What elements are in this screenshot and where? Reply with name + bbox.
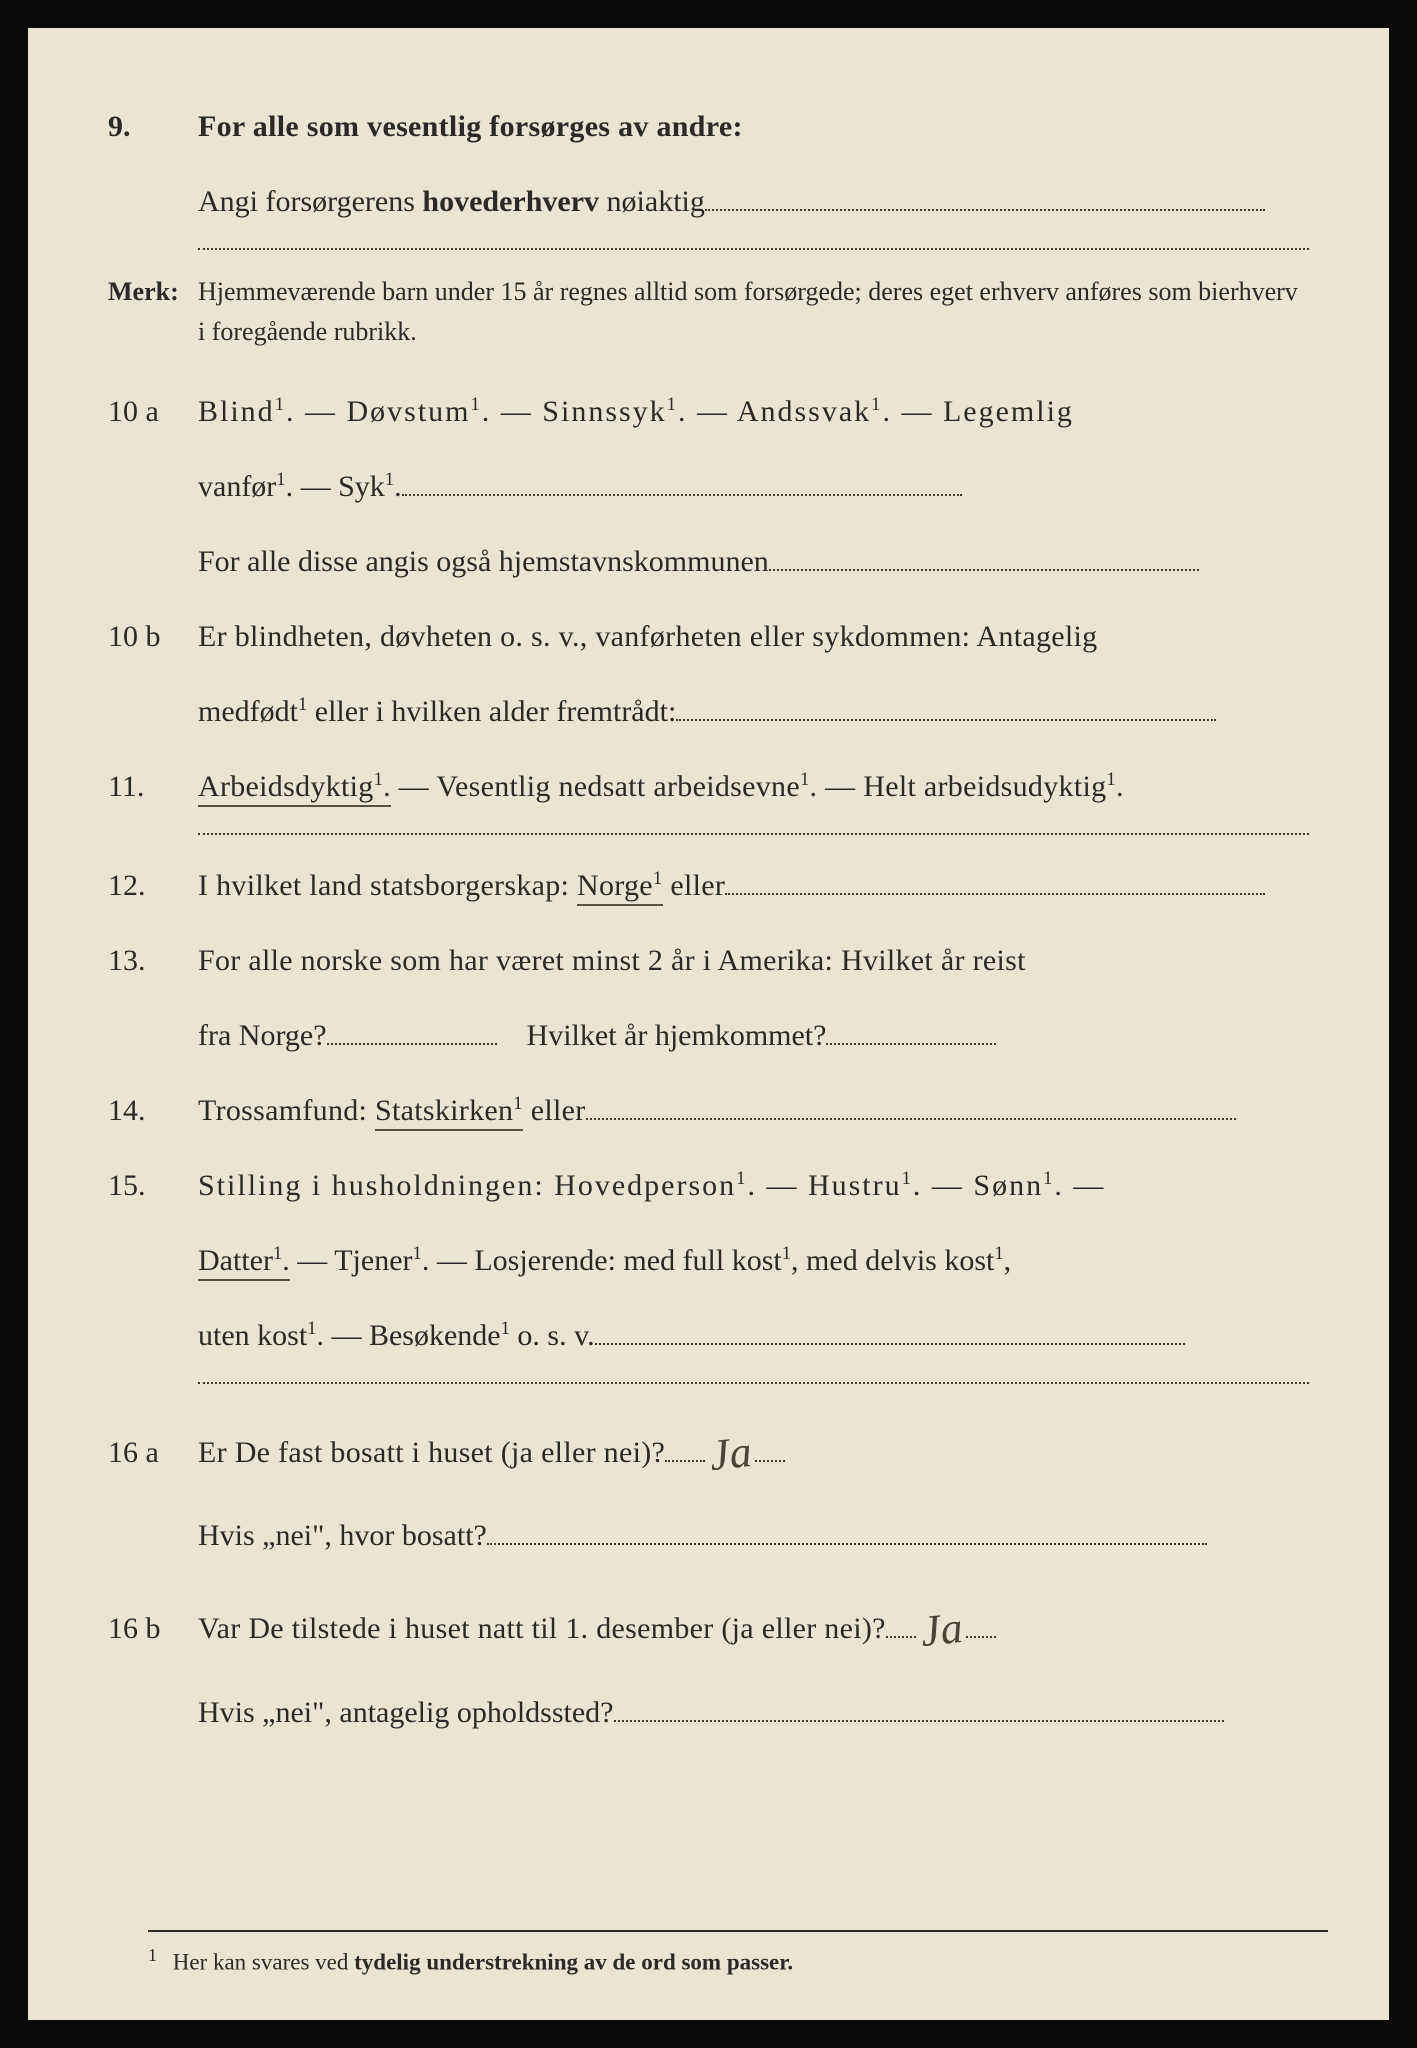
q16a-number: 16 a xyxy=(108,1424,198,1481)
q14-content: Trossamfund: Statskirken1 eller xyxy=(198,1082,1309,1139)
q11-blank-line xyxy=(198,833,1309,835)
q11-content: Arbeidsdyktig1. — Vesentlig nedsatt arbe… xyxy=(198,758,1309,815)
q12-c: eller xyxy=(663,869,726,902)
q11-underlined: Arbeidsdyktig1. xyxy=(198,770,391,807)
q11-rest: — Vesentlig nedsatt arbeidsevne1. — Helt… xyxy=(391,770,1124,803)
merk-row: Merk: Hjemmeværende barn under 15 år reg… xyxy=(108,272,1309,353)
q10b-row: 10 b Er blindheten, døvheten o. s. v., v… xyxy=(108,608,1309,665)
q10a-opts: Blind1. — Døvstum1. — Sinnssyk1. — Andss… xyxy=(198,383,1309,440)
census-form-page: 9. For alle som vesentlig forsørges av a… xyxy=(28,28,1389,2020)
q10b-number: 10 b xyxy=(108,608,198,665)
q16b-content: Var De tilstede i huset natt til 1. dese… xyxy=(198,1582,1309,1666)
q16a-l2t: Hvis „nei", hvor bosatt? xyxy=(198,1519,487,1552)
q13-l2b: Hvilket år hjemkommet? xyxy=(527,1019,827,1052)
q10a-line3: For alle disse angis også hjemstavnskomm… xyxy=(198,533,1309,590)
q12-content: I hvilket land statsborgerskap: Norge1 e… xyxy=(198,857,1309,914)
merk-label: Merk: xyxy=(108,277,198,307)
q9-l2b: hovederhverv xyxy=(422,185,599,218)
q13-l2a: fra Norge? xyxy=(198,1019,327,1052)
q9-blank-line xyxy=(198,248,1309,250)
q12-row: 12. I hvilket land statsborgerskap: Norg… xyxy=(108,857,1309,914)
q11-row: 11. Arbeidsdyktig1. — Vesentlig nedsatt … xyxy=(108,758,1309,815)
q11-number: 11. xyxy=(108,758,198,815)
q15-underlined: Datter1. xyxy=(198,1244,290,1281)
merk-text: Hjemmeværende barn under 15 år regnes al… xyxy=(198,272,1309,353)
q9-line2: Angi forsørgerens hovederhverv nøiaktig xyxy=(198,173,1309,230)
footnote-rule xyxy=(148,1930,1328,1932)
q9-row: 9. For alle som vesentlig forsørges av a… xyxy=(108,98,1309,155)
footnote: 1 Her kan svares ved tydelig understrekn… xyxy=(148,1945,1328,1976)
q16b-row: 16 b Var De tilstede i huset natt til 1.… xyxy=(108,1582,1309,1666)
q15-number: 15. xyxy=(108,1157,198,1214)
q15-row: 15. Stilling i husholdningen: Hovedperso… xyxy=(108,1157,1309,1214)
q14-number: 14. xyxy=(108,1082,198,1139)
q16b-q: Var De tilstede i huset natt til 1. dese… xyxy=(198,1612,886,1645)
q16a-row: 16 a Er De fast bosatt i huset (ja eller… xyxy=(108,1406,1309,1490)
q15-l3: uten kost1. — Besøkende1 o. s. v. xyxy=(198,1307,1309,1364)
footnote-num: 1 xyxy=(148,1945,157,1965)
q14-underlined: Statskirken1 xyxy=(375,1094,523,1131)
q12-number: 12. xyxy=(108,857,198,914)
q15-blank-line xyxy=(198,1382,1309,1384)
q16b-l2: Hvis „nei", antagelig opholdssted? xyxy=(198,1684,1309,1741)
q14-row: 14. Trossamfund: Statskirken1 eller xyxy=(108,1082,1309,1139)
q15-l3t: uten kost1. — Besøkende1 o. s. v. xyxy=(198,1319,595,1352)
q12-a: I hvilket land statsborgerskap: xyxy=(198,869,577,902)
q16a-l2: Hvis „nei", hvor bosatt? xyxy=(198,1507,1309,1564)
q16a-answer: Ja xyxy=(705,1410,756,1498)
q13-number: 13. xyxy=(108,932,198,989)
q10a-number: 10 a xyxy=(108,383,198,440)
q16a-content: Er De fast bosatt i huset (ja eller nei)… xyxy=(198,1406,1309,1490)
q13-l1: For alle norske som har været minst 2 år… xyxy=(198,932,1309,989)
q10a-l3: For alle disse angis også hjemstavnskomm… xyxy=(198,545,769,578)
q10b-l2: medfødt1 eller i hvilken alder fremtrådt… xyxy=(198,683,1309,740)
q16b-answer: Ja xyxy=(916,1586,967,1674)
q15-l2: Datter1. — Tjener1. — Losjerende: med fu… xyxy=(198,1232,1309,1289)
q15-l1: Stilling i husholdningen: Hovedperson1. … xyxy=(198,1157,1309,1214)
q10b-l1: Er blindheten, døvheten o. s. v., vanfør… xyxy=(198,608,1309,665)
q14-a: Trossamfund: xyxy=(198,1094,375,1127)
q10b-l2t: medfødt1 eller i hvilken alder fremtrådt… xyxy=(198,695,676,728)
q16b-number: 16 b xyxy=(108,1600,198,1657)
q9-line1: For alle som vesentlig forsørges av andr… xyxy=(198,98,1309,155)
q9-number: 9. xyxy=(108,98,198,155)
footnote-b: tydelig understrekning av de ord som pas… xyxy=(354,1950,793,1975)
q10a-opts2: vanfør1. — Syk1. xyxy=(198,458,1309,515)
q15-l2b: — Tjener1. — Losjerende: med full kost1,… xyxy=(290,1244,1011,1277)
q9-l2a: Angi forsørgerens xyxy=(198,185,422,218)
q10a-row: 10 a Blind1. — Døvstum1. — Sinnssyk1. — … xyxy=(108,383,1309,440)
q13-l2: fra Norge? Hvilket år hjemkommet? xyxy=(198,1007,1309,1064)
q12-underlined: Norge1 xyxy=(577,869,663,906)
q14-c: eller xyxy=(523,1094,586,1127)
q16a-q: Er De fast bosatt i huset (ja eller nei)… xyxy=(198,1436,665,1469)
q10a-opts2a: vanfør1. xyxy=(198,470,293,503)
footnote-a: Her kan svares ved xyxy=(173,1950,354,1975)
q9-l2c: nøiaktig xyxy=(599,185,705,218)
q10a-opts2b: — Syk1. xyxy=(293,470,401,503)
q13-row: 13. For alle norske som har været minst … xyxy=(108,932,1309,989)
q16b-l2t: Hvis „nei", antagelig opholdssted? xyxy=(198,1696,614,1729)
